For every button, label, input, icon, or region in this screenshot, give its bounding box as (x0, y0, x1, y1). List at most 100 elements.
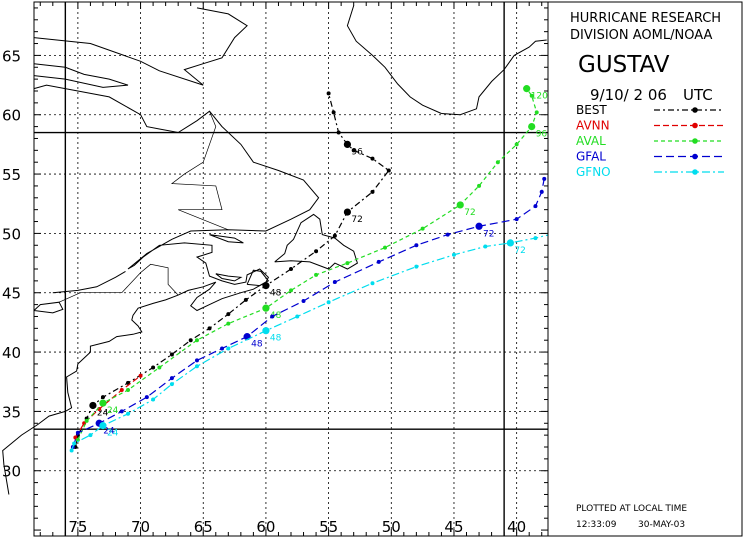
track-point (483, 244, 488, 249)
hour-label: 72 (514, 246, 525, 256)
hour-marker (89, 401, 97, 410)
hour-marker (343, 140, 352, 148)
hour-marker (456, 201, 464, 209)
coastline-segment (274, 213, 358, 270)
plot-time: 12:33:09 (576, 520, 617, 530)
track-line (77, 88, 538, 441)
track-point (514, 142, 519, 147)
lon-label: 75 (68, 518, 87, 536)
hour-marker (506, 239, 514, 247)
plot-date: 30-MAY-03 (638, 520, 685, 530)
track-point (75, 437, 80, 442)
track-point (151, 397, 156, 402)
track-point (495, 160, 500, 165)
track-gfal: 24 48 72 (70, 176, 547, 449)
hour-marker (528, 123, 536, 131)
legend-swatch-marker (692, 153, 698, 160)
track-point (539, 189, 544, 194)
legend-swatch-marker (692, 107, 698, 113)
legend-item-best: BEST (576, 103, 724, 117)
track-point (533, 236, 538, 241)
timezone-label: UTC (683, 86, 713, 104)
track-point (445, 232, 450, 237)
track-point (326, 91, 331, 96)
hour-label: 72 (351, 215, 362, 225)
coastline (2, 5, 547, 495)
legend-label: AVAL (576, 134, 606, 148)
hour-marker (475, 222, 483, 230)
lon-label: 50 (382, 518, 401, 536)
legend-label: GFAL (576, 150, 606, 164)
lat-label: 40 (2, 344, 21, 362)
lon-label: 60 (256, 518, 275, 536)
track-point (301, 299, 306, 304)
lat-label: 30 (2, 463, 21, 481)
track-point (84, 418, 89, 423)
hour-label: 24 (103, 426, 115, 436)
track-point (188, 338, 193, 343)
hour-marker (99, 399, 107, 407)
track-point (351, 148, 356, 153)
lat-label: 65 (2, 47, 21, 65)
legend-item-gfno: GFNO (576, 165, 724, 179)
hour-label: 24 (107, 406, 119, 416)
track-point (295, 314, 300, 319)
lon-label: 40 (507, 518, 526, 536)
hour-marker (343, 208, 352, 216)
coastline-segment (33, 7, 248, 86)
track-point (414, 243, 419, 248)
track-point (534, 110, 539, 115)
axis-ticks (34, 2, 548, 536)
hour-label: 48 (251, 340, 263, 350)
track-point (169, 376, 174, 381)
legend-swatch-marker (692, 138, 698, 144)
track-point (169, 352, 174, 357)
track-point (75, 430, 80, 435)
hour-label: 120 (531, 92, 548, 102)
track-point (383, 245, 388, 250)
hour-marker (99, 422, 107, 430)
track-point (331, 110, 336, 115)
hour-marker (262, 304, 270, 312)
track-point (370, 189, 375, 194)
coastline-segment (33, 301, 64, 314)
track-point (542, 176, 547, 181)
track-point (207, 326, 212, 331)
hour-label: 48 (270, 334, 282, 344)
track-point (194, 358, 199, 363)
track-point (514, 217, 519, 222)
coastline-segment (209, 234, 244, 244)
border-line (170, 111, 229, 231)
lat-label: 35 (2, 403, 21, 421)
track-aval: 24 48 72 96 120 (75, 85, 548, 442)
track-point (314, 249, 319, 254)
hour-marker (262, 327, 270, 335)
track-point (169, 382, 174, 387)
track-point (126, 411, 131, 416)
track-point (477, 183, 482, 188)
track-point (289, 288, 293, 293)
coastline-segment (52, 270, 126, 294)
track-point (332, 280, 337, 285)
track-point (157, 365, 162, 370)
track-point (370, 156, 375, 161)
track-gfno: 24 48 72 (69, 231, 557, 453)
coastline-segment (346, 5, 442, 114)
track-point (220, 346, 225, 351)
lon-label: 45 (444, 518, 463, 536)
track-point (88, 433, 93, 438)
border-line (58, 263, 179, 303)
coastline-segment (215, 273, 243, 282)
forecast-tracks: 24 48 72 96 24 48 72 96 120 24 48 72 24 48 72 (69, 85, 557, 453)
legend-label: AVNN (576, 119, 610, 133)
track-point (420, 226, 425, 231)
lat-lon-grid (34, 2, 548, 536)
legend-item-avnn: AVNN (576, 119, 724, 133)
track-point (226, 321, 231, 326)
hour-marker (262, 282, 270, 290)
storm-name: GUSTAV (578, 52, 670, 78)
coastline-segment (246, 269, 270, 287)
hour-label: 24 (107, 429, 119, 439)
